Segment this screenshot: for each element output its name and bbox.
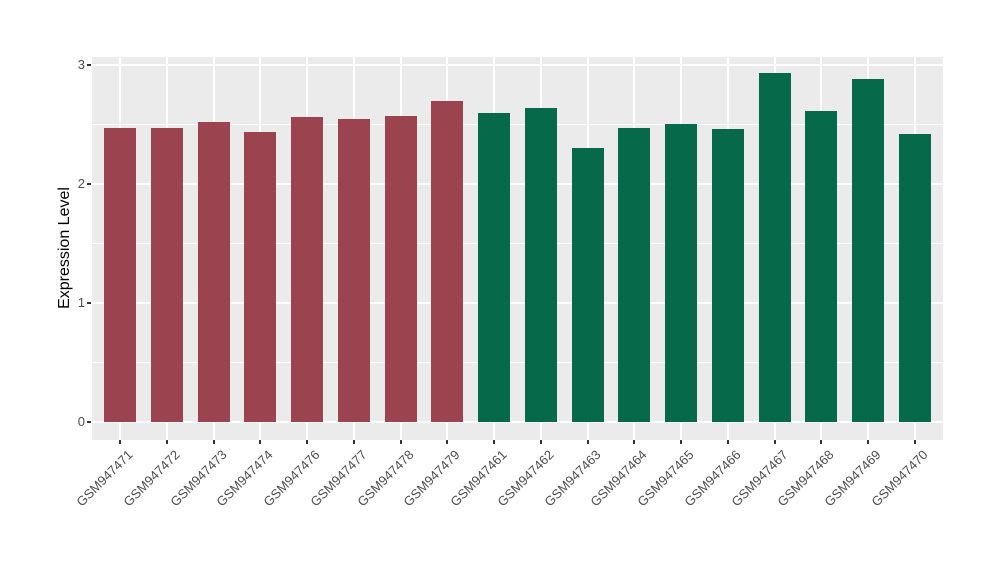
x-tick-mark bbox=[212, 440, 215, 444]
x-tick-mark bbox=[773, 440, 776, 444]
x-tick-mark bbox=[119, 440, 121, 444]
plot-panel bbox=[92, 57, 943, 440]
bar bbox=[431, 101, 464, 422]
x-tick-mark bbox=[726, 440, 729, 444]
y-tick-label: 2 bbox=[77, 176, 85, 191]
x-tick-mark bbox=[352, 440, 355, 444]
y-tick-label: 3 bbox=[77, 57, 85, 72]
gridline-major bbox=[92, 183, 943, 185]
x-tick-mark bbox=[165, 440, 168, 444]
y-axis-title: Expression Level bbox=[56, 187, 73, 309]
x-tick-mark bbox=[306, 440, 309, 444]
y-tick-label: 1 bbox=[77, 295, 85, 310]
bar bbox=[898, 134, 931, 422]
x-tick-mark bbox=[446, 440, 449, 444]
gridline-major bbox=[92, 421, 943, 423]
bar bbox=[384, 116, 417, 422]
gridline-major bbox=[92, 64, 943, 66]
gridline-major bbox=[92, 302, 943, 304]
bar bbox=[665, 124, 698, 422]
y-tick-mark bbox=[87, 64, 91, 66]
x-tick-mark bbox=[493, 440, 496, 444]
y-tick-mark bbox=[87, 302, 91, 304]
bar bbox=[291, 117, 324, 422]
x-tick-mark bbox=[867, 440, 870, 444]
bar bbox=[618, 128, 651, 422]
bar bbox=[758, 73, 791, 422]
bar bbox=[244, 132, 277, 422]
x-tick-mark bbox=[680, 440, 683, 444]
bar bbox=[150, 128, 183, 422]
bar bbox=[197, 122, 230, 422]
x-tick-mark bbox=[633, 440, 636, 444]
y-tick-mark bbox=[87, 183, 91, 185]
gridline-minor bbox=[92, 124, 943, 125]
y-tick-label: 0 bbox=[77, 414, 85, 429]
x-tick-mark bbox=[586, 440, 589, 444]
y-tick-mark bbox=[87, 421, 91, 423]
bar bbox=[337, 119, 370, 422]
bar bbox=[852, 79, 885, 422]
bar bbox=[524, 108, 557, 422]
bar bbox=[711, 129, 744, 422]
bar bbox=[104, 128, 136, 422]
x-tick-mark bbox=[259, 440, 262, 444]
gridline-minor bbox=[92, 362, 943, 363]
bar bbox=[478, 113, 511, 422]
x-tick-mark bbox=[539, 440, 542, 444]
x-tick-mark bbox=[399, 440, 402, 444]
bar bbox=[571, 148, 604, 422]
x-tick-mark bbox=[913, 440, 916, 444]
gridline-minor bbox=[92, 243, 943, 244]
x-tick-mark bbox=[820, 440, 823, 444]
bar bbox=[805, 111, 838, 422]
